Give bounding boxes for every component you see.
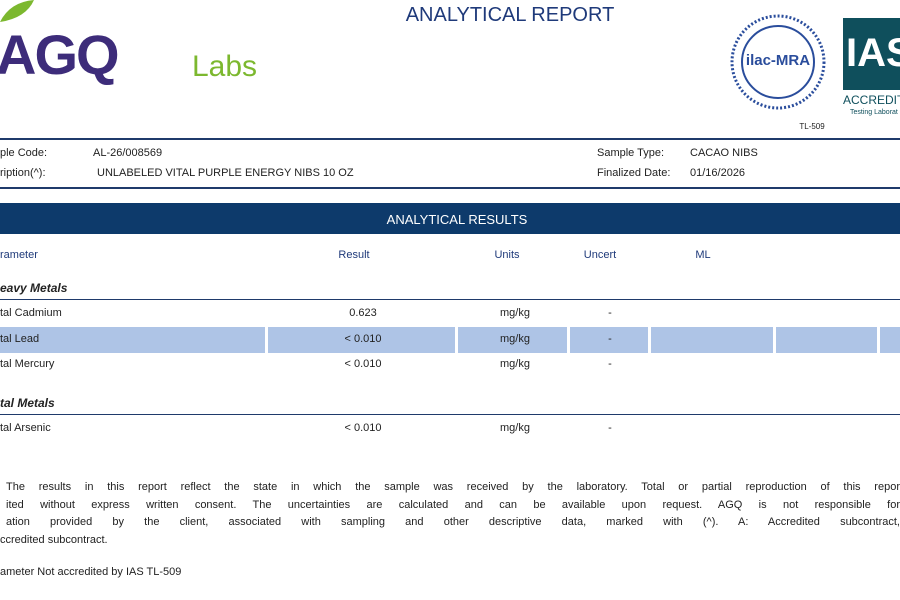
- cell: mg/kg: [500, 307, 530, 319]
- row-highlight: [651, 327, 773, 353]
- row-highlight: [570, 327, 648, 353]
- ias-box: [843, 18, 900, 90]
- column-header: Uncert: [583, 249, 617, 261]
- row-highlight: [776, 327, 877, 353]
- column-header: ML: [695, 249, 711, 261]
- leaf: [0, 0, 34, 22]
- group-name: tal Metals: [0, 396, 55, 410]
- ias-sub: ACCREDIT: [843, 93, 900, 107]
- report-title: ANALYTICAL REPORT: [405, 4, 615, 26]
- cell: < 0.010: [344, 422, 382, 434]
- group-rule: [0, 299, 900, 300]
- divider: [0, 187, 900, 189]
- footnote-line: ation provided by the client, associated…: [6, 516, 900, 528]
- row-highlight: [458, 327, 567, 353]
- cell: -: [608, 307, 612, 319]
- footnote-note: ameter Not accredited by IAS TL-509: [0, 566, 182, 578]
- logo-main: AGQ: [0, 23, 120, 86]
- row-highlight: [268, 327, 455, 353]
- footnote-line: ited without express written consent. Th…: [6, 498, 900, 511]
- row-highlight: [880, 327, 900, 353]
- cell: tal Lead: [0, 333, 40, 345]
- group-name: eavy Metals: [0, 281, 68, 295]
- group-rule: [0, 414, 900, 415]
- sample-label: Finalized Date:: [597, 167, 671, 179]
- sample-value: CACAO NIBS: [690, 147, 758, 159]
- cell: -: [608, 422, 612, 434]
- cell: -: [608, 358, 612, 370]
- divider: [0, 138, 900, 140]
- ias-text: IAS: [846, 31, 900, 75]
- cell: < 0.010: [344, 358, 382, 370]
- column-header: rameter: [0, 249, 38, 261]
- sample-value: AL-26/008569: [93, 147, 163, 159]
- sample-label: ple Code:: [0, 147, 48, 159]
- ias-sub: Testing Laborat: [850, 109, 898, 116]
- cell: mg/kg: [500, 422, 530, 434]
- sample-label: ription(^):: [0, 167, 46, 179]
- column-header: Result: [338, 249, 370, 261]
- footnote-line: The results in this report reflect the s…: [6, 481, 900, 493]
- cell: tal Arsenic: [0, 422, 51, 434]
- ilac-text: ilac-MRA: [745, 52, 811, 69]
- column-header: Units: [494, 249, 520, 261]
- banner-text: ANALYTICAL RESULTS: [386, 212, 528, 227]
- ilac-logo: [730, 14, 826, 110]
- row-highlight: [0, 327, 265, 353]
- cell: tal Cadmium: [0, 307, 62, 319]
- cell: mg/kg: [500, 333, 530, 345]
- cell: < 0.010: [344, 333, 382, 345]
- sample-value: 01/16/2026: [690, 167, 746, 179]
- cell: tal Mercury: [0, 358, 55, 370]
- sample-label: Sample Type:: [597, 147, 665, 159]
- cell: 0.623: [349, 307, 377, 319]
- cell: mg/kg: [500, 358, 530, 370]
- logo-sub: Labs: [192, 50, 258, 83]
- sample-value: UNLABELED VITAL PURPLE ENERGY NIBS 10 OZ: [97, 167, 354, 179]
- footnote-line: ccredited subcontract.: [0, 533, 108, 546]
- results-banner: [0, 203, 900, 234]
- cell: -: [608, 333, 612, 345]
- ilac-code: TL-509: [799, 122, 825, 131]
